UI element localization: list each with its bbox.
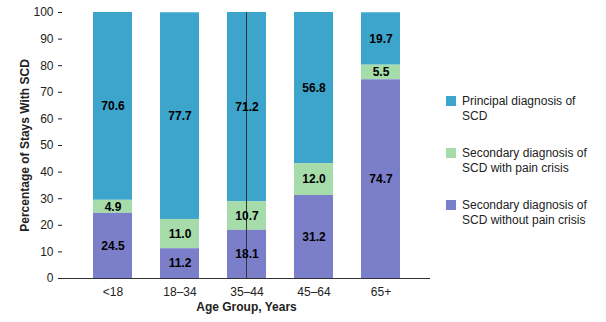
svg-text:35–44: 35–44 [230, 285, 264, 299]
svg-text:11.0: 11.0 [169, 227, 192, 241]
html-text:Principal diagnosis of SCD: Principal diagnosis of SCD [462, 94, 576, 123]
svg-text:31.2: 31.2 [302, 230, 326, 244]
svg-text:65+: 65+ [371, 285, 391, 299]
svg-text:Percentage of Stays With SCD: Percentage of Stays With SCD [18, 59, 32, 232]
svg-text:71.2: 71.2 [235, 100, 259, 114]
svg-text:19.7: 19.7 [369, 32, 393, 46]
svg-text:77.7: 77.7 [168, 109, 192, 123]
svg-text:30: 30 [40, 192, 54, 206]
svg-text:80: 80 [40, 59, 54, 73]
svg-text:4.9: 4.9 [105, 200, 122, 214]
svg-text:90: 90 [40, 32, 54, 46]
svg-text:74.7: 74.7 [369, 172, 393, 186]
svg-text:45–64: 45–64 [297, 285, 331, 299]
svg-text:5.5: 5.5 [373, 65, 390, 79]
svg-text:Age Group, Years: Age Group, Years [196, 300, 297, 314]
svg-text:11.2: 11.2 [169, 256, 192, 270]
svg-text:40: 40 [40, 165, 54, 179]
svg-text:20: 20 [40, 218, 54, 232]
svg-text:24.5: 24.5 [101, 239, 125, 253]
svg-text:0: 0 [47, 271, 54, 285]
svg-text:10.7: 10.7 [235, 209, 259, 223]
svg-text:70: 70 [40, 85, 54, 99]
svg-text:100: 100 [33, 5, 53, 19]
svg-text:60: 60 [40, 112, 54, 126]
svg-text:56.8: 56.8 [302, 81, 326, 95]
svg-text:70.6: 70.6 [101, 99, 125, 113]
svg-text:10: 10 [40, 245, 54, 259]
svg-text:18.1: 18.1 [235, 247, 259, 261]
svg-text:18–34: 18–34 [163, 285, 197, 299]
svg-text:<18: <18 [103, 285, 124, 299]
svg-text:12.0: 12.0 [302, 172, 326, 186]
svg-text:50: 50 [40, 138, 54, 152]
html-text:Secondary diagnosis of SCD wit: Secondary diagnosis of SCD without pain … [462, 198, 587, 227]
html-text:Secondary diagnosis of SCD wit: Secondary diagnosis of SCD with pain cri… [462, 146, 587, 175]
